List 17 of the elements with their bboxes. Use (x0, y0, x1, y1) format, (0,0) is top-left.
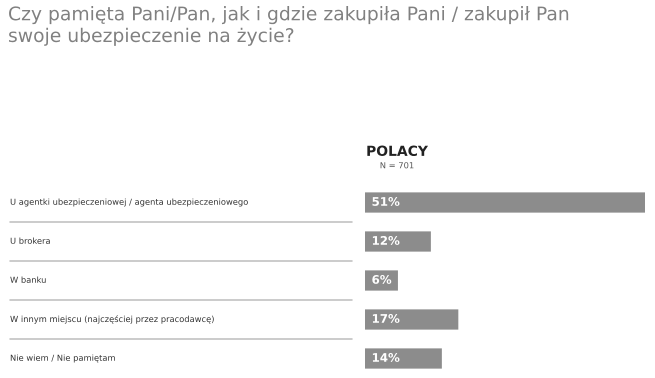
y-tick-label: W banku (10, 276, 46, 283)
data-label: 17% (372, 314, 400, 323)
y-tick-label: W innym miejscu (najczęściej przez pracodawcę) (10, 315, 214, 324)
data-label: 6% (372, 274, 392, 284)
bar (365, 231, 431, 252)
bar (365, 192, 645, 213)
text: N = 701 (380, 162, 414, 168)
y-tick-label: U agentki ubezpieczeniowej / agenta ubezpieczeniowego (10, 198, 248, 207)
data-label: 51% (372, 196, 400, 206)
y-tick-label: U brokera (10, 237, 50, 244)
bar (365, 309, 458, 330)
chart-title: Czy pamięta Pani/Pan, jak i gdzie zakupiła Pani / zakupił Pan swoje ubezpieczenie na życie? (9, 6, 568, 46)
text: POLACY (367, 146, 428, 156)
data-label: 12% (372, 236, 400, 245)
data-label: 14% (372, 352, 400, 362)
bar (365, 348, 442, 369)
y-tick-label: Nie wiem / Nie pamiętam (10, 354, 115, 363)
